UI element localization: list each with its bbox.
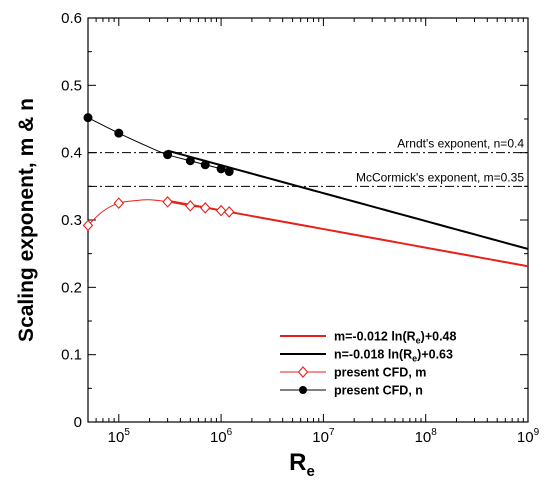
- legend-label: m=-0.012 ln(Re)+0.48: [334, 330, 456, 346]
- reference-line-label: Arndt's exponent, n=0.4: [397, 137, 524, 151]
- x-tick-exponent: 9: [534, 427, 540, 438]
- y-tick-label: 0.3: [61, 212, 82, 229]
- x-tick-base: 10: [108, 429, 125, 446]
- x-axis-title-main: R: [289, 449, 306, 476]
- x-tick-base: 10: [415, 429, 432, 446]
- reference-line-label: McCormick's exponent, m=0.35: [356, 170, 524, 184]
- x-tick-label: 106: [210, 427, 233, 446]
- y-tick-label: 0.6: [61, 10, 82, 27]
- legend-entry: present CFD, n: [280, 384, 423, 398]
- data-point: [83, 113, 93, 123]
- legend-marker: [299, 386, 307, 394]
- legend-entry: present CFD, m: [280, 366, 426, 380]
- x-tick-base: 10: [210, 429, 227, 446]
- x-tick-label: 108: [415, 427, 438, 446]
- legend-label-part: n=-0.018 ln(R: [334, 348, 412, 362]
- x-tick-label: 105: [108, 427, 131, 446]
- legend-label: present CFD, m: [334, 366, 426, 380]
- data-point: [200, 160, 210, 170]
- data-point: [113, 197, 125, 209]
- legend-label-subscript: e: [412, 354, 417, 364]
- data-curve: [87, 199, 230, 226]
- x-tick-label: 109: [517, 427, 540, 446]
- y-axis-title: Scaling exponent, m & n: [15, 98, 38, 342]
- data-point: [200, 202, 211, 214]
- x-tick-exponent: 7: [329, 427, 335, 438]
- plot-frame: [87, 17, 529, 423]
- legend-entry: n=-0.018 ln(Re)+0.63: [280, 348, 453, 364]
- y-tick-label: 0: [74, 414, 82, 431]
- y-tick-label: 0.2: [61, 279, 82, 296]
- data-point: [215, 204, 227, 217]
- legend-label-part: m=-0.012 ln(R: [334, 330, 416, 344]
- data-point: [185, 200, 196, 212]
- legend-label: present CFD, n: [334, 384, 423, 398]
- data-point: [223, 206, 235, 218]
- data-point: [185, 156, 195, 166]
- x-tick-exponent: 5: [124, 427, 130, 438]
- data-point: [162, 195, 173, 208]
- y-tick-label: 0.1: [61, 347, 82, 364]
- x-tick-base: 10: [312, 429, 329, 446]
- legend-marker: [297, 366, 309, 378]
- data-point: [82, 219, 94, 232]
- y-tick-label: 0.4: [61, 145, 82, 162]
- data-point: [114, 128, 124, 138]
- legend-label: n=-0.018 ln(Re)+0.63: [334, 348, 453, 364]
- x-tick-exponent: 6: [227, 427, 233, 438]
- fit-line: [167, 149, 529, 250]
- x-tick-base: 10: [517, 429, 534, 446]
- legend-label-part: )+0.63: [417, 348, 453, 362]
- y-tick-label: 0.5: [61, 77, 82, 94]
- x-tick-label: 107: [312, 427, 335, 446]
- legend-entry: m=-0.012 ln(Re)+0.48: [280, 330, 456, 346]
- x-axis-title-subscript: e: [307, 463, 315, 480]
- x-tick-exponent: 8: [431, 427, 437, 438]
- legend-label-subscript: e: [416, 336, 421, 346]
- data-point: [216, 164, 226, 174]
- data-point: [224, 167, 234, 177]
- data-point: [163, 150, 173, 160]
- legend-label-part: )+0.48: [421, 330, 457, 344]
- x-axis-title: Re: [289, 449, 315, 480]
